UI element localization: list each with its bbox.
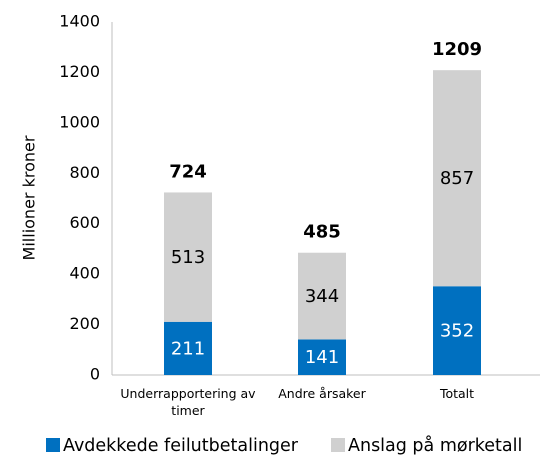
y-tick-label: 1200 xyxy=(59,62,100,81)
legend-swatch xyxy=(46,438,60,452)
legend-swatch xyxy=(331,438,345,452)
x-tick-label: Underrapportering av timer xyxy=(120,386,256,418)
value-label: 513 xyxy=(171,247,205,268)
total-label: 485 xyxy=(303,222,341,243)
y-tick-label: 600 xyxy=(69,213,100,232)
value-label: 211 xyxy=(171,338,205,359)
bar-segment xyxy=(298,339,346,375)
legend-label: Anslag på mørketall xyxy=(348,435,522,456)
y-tick-label: 1000 xyxy=(59,112,100,131)
y-axis-label: Millioner kroner xyxy=(20,135,39,260)
value-label: 141 xyxy=(305,347,339,368)
total-label: 1209 xyxy=(432,39,482,60)
bar-segment xyxy=(433,286,481,375)
bar-segment xyxy=(298,252,346,340)
bar-segment xyxy=(164,192,212,322)
legend-label: Avdekkede feilutbetalinger xyxy=(63,436,299,456)
y-tick-label: 1400 xyxy=(59,12,100,31)
bar-segment xyxy=(433,70,481,287)
bar-segment xyxy=(164,321,212,375)
y-tick-label: 400 xyxy=(69,264,100,283)
y-tick-label: 0 xyxy=(90,365,100,384)
value-label: 352 xyxy=(440,321,474,342)
value-label: 857 xyxy=(440,168,474,189)
x-tick-label: Andre årsaker xyxy=(278,386,366,401)
y-tick-label: 200 xyxy=(69,314,100,333)
y-tick-label: 800 xyxy=(69,163,100,182)
x-tick-label: Totalt xyxy=(439,386,475,401)
value-label: 344 xyxy=(305,286,339,307)
total-label: 724 xyxy=(169,161,207,182)
